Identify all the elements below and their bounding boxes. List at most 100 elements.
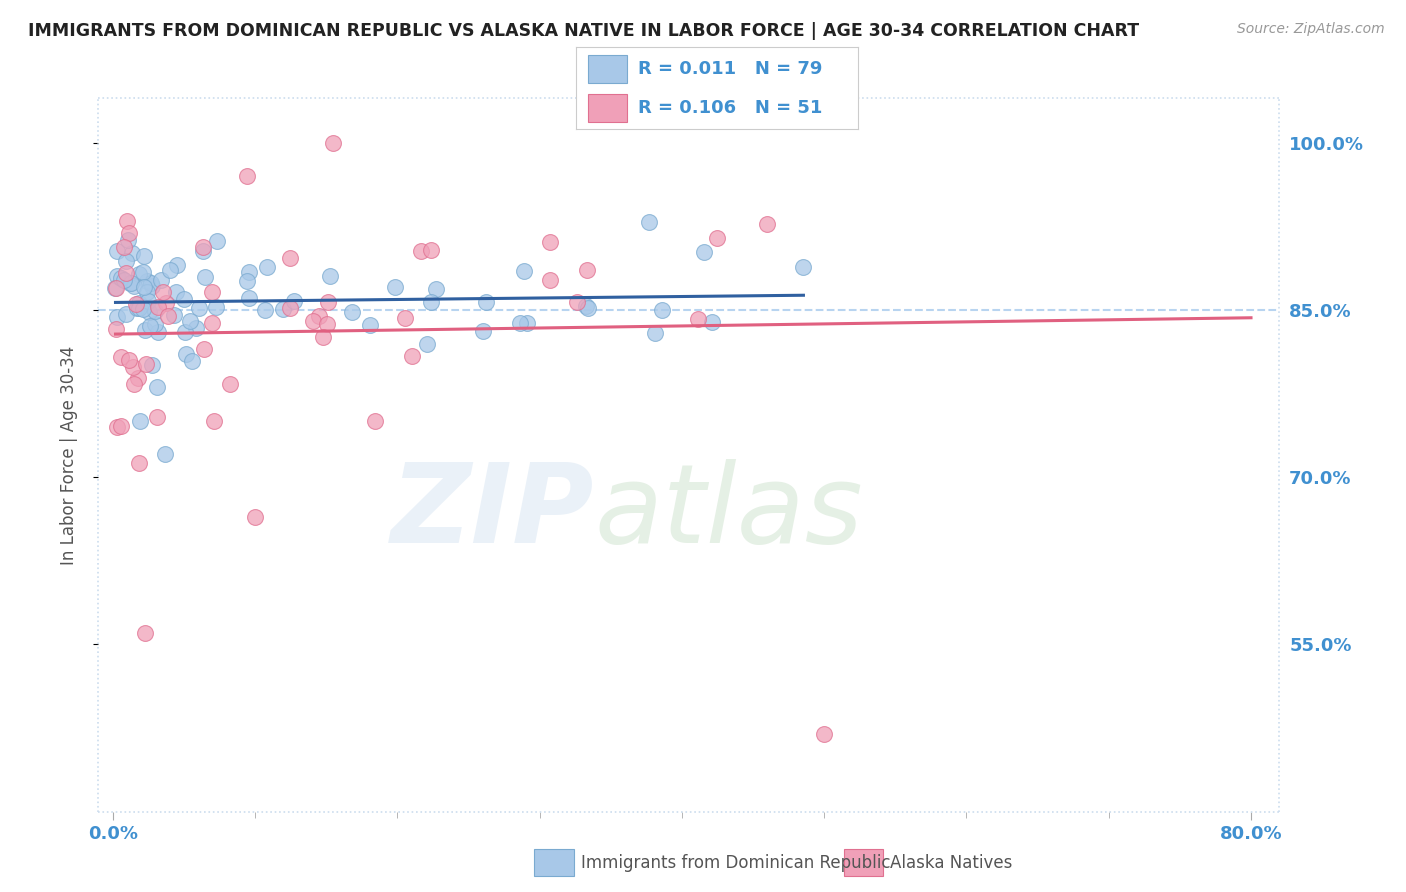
Point — [174, 325, 197, 339]
Point — [184, 320, 207, 334]
Point — [122, 359, 145, 374]
Point — [813, 727, 835, 741]
Point — [124, 376, 146, 391]
Point — [191, 244, 214, 259]
Point — [312, 329, 335, 343]
Point — [702, 315, 724, 329]
Point — [135, 274, 157, 288]
Point — [136, 285, 159, 300]
Point — [112, 273, 135, 287]
Point — [141, 279, 163, 293]
Point — [143, 318, 166, 332]
Bar — [588, 94, 627, 122]
Point — [128, 456, 150, 470]
Point — [143, 303, 166, 318]
Point — [124, 297, 146, 311]
Point — [134, 323, 156, 337]
Point — [122, 278, 145, 293]
Point — [105, 268, 128, 283]
Point — [128, 267, 150, 281]
Text: ZIP: ZIP — [391, 458, 595, 566]
Text: Source: ZipAtlas.com: Source: ZipAtlas.com — [1237, 22, 1385, 37]
Point — [141, 358, 163, 372]
Point — [651, 302, 673, 317]
Text: R = 0.106   N = 51: R = 0.106 N = 51 — [638, 99, 823, 117]
Point — [136, 293, 159, 308]
Point — [146, 410, 169, 425]
Text: atlas: atlas — [595, 458, 863, 566]
Text: R = 0.011   N = 79: R = 0.011 N = 79 — [638, 60, 823, 78]
Point — [693, 245, 716, 260]
Point — [110, 270, 132, 285]
Point — [575, 299, 598, 313]
Point — [179, 314, 201, 328]
Point — [540, 235, 562, 250]
Point — [112, 240, 135, 254]
Point — [166, 258, 188, 272]
Point — [384, 280, 406, 294]
Point — [316, 317, 339, 331]
Point — [150, 273, 173, 287]
Point — [159, 262, 181, 277]
Point — [155, 295, 177, 310]
Point — [104, 281, 127, 295]
Point — [278, 301, 301, 316]
Point — [201, 285, 224, 299]
Point — [165, 285, 187, 299]
Y-axis label: In Labor Force | Age 30-34: In Labor Force | Age 30-34 — [59, 345, 77, 565]
Point — [156, 309, 179, 323]
Point — [792, 260, 814, 274]
Point — [364, 414, 387, 428]
Point — [118, 226, 141, 240]
Point — [105, 244, 128, 258]
Point — [120, 276, 142, 290]
Point — [117, 353, 139, 368]
Point — [756, 218, 779, 232]
Point — [117, 233, 139, 247]
Point — [283, 294, 305, 309]
Point — [245, 510, 267, 524]
Point — [146, 325, 169, 339]
Point — [152, 285, 174, 300]
Point — [132, 265, 155, 279]
Point — [316, 294, 339, 309]
Point — [132, 280, 155, 294]
Text: Immigrants from Dominican Republic: Immigrants from Dominican Republic — [581, 854, 890, 871]
Point — [575, 263, 598, 277]
Point — [121, 246, 143, 260]
Point — [638, 215, 661, 229]
Point — [193, 342, 215, 356]
Point — [114, 254, 136, 268]
Point — [538, 273, 561, 287]
Point — [134, 626, 156, 640]
Point — [474, 294, 496, 309]
Point — [180, 353, 202, 368]
Point — [409, 244, 432, 258]
Point — [401, 350, 423, 364]
Point — [308, 309, 330, 323]
Point — [148, 300, 170, 314]
Point — [110, 351, 132, 365]
Bar — [588, 54, 627, 83]
Point — [516, 316, 538, 330]
Point — [110, 419, 132, 434]
Point — [114, 266, 136, 280]
Point — [139, 276, 162, 290]
Text: IMMIGRANTS FROM DOMINICAN REPUBLIC VS ALASKA NATIVE IN LABOR FORCE | AGE 30-34 C: IMMIGRANTS FROM DOMINICAN REPUBLIC VS AL… — [28, 22, 1139, 40]
Point — [127, 301, 149, 315]
Point — [236, 169, 259, 184]
Point — [302, 314, 325, 328]
Point — [202, 414, 225, 428]
Point — [205, 300, 228, 314]
Point — [105, 310, 128, 325]
Point — [256, 260, 278, 274]
Point — [120, 277, 142, 291]
Point — [201, 316, 224, 330]
Point — [104, 280, 127, 294]
Point — [134, 249, 156, 263]
Point — [105, 322, 128, 336]
Point — [191, 240, 214, 254]
Point — [340, 305, 363, 319]
Point — [105, 419, 128, 434]
Point — [688, 311, 710, 326]
